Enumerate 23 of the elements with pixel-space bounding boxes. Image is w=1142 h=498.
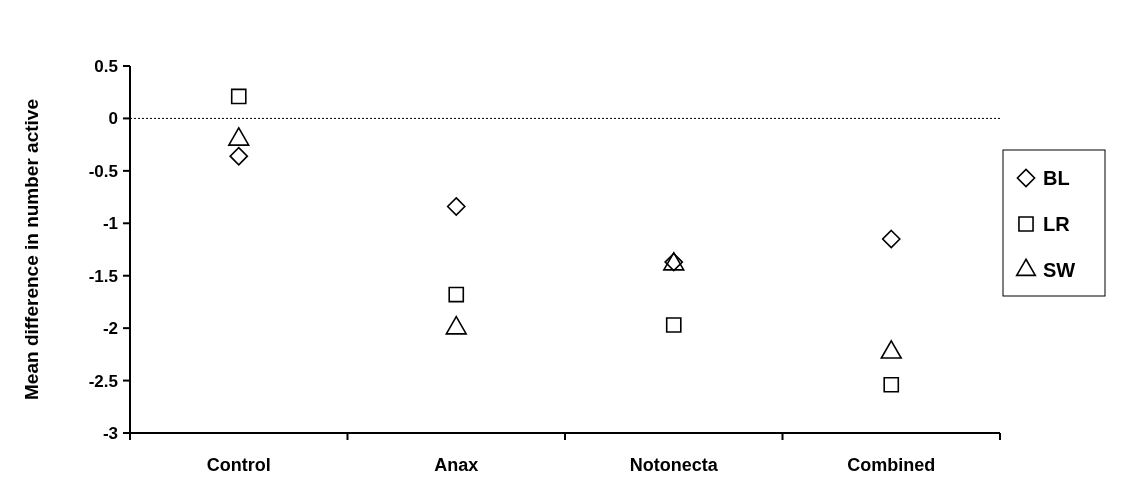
y-tick-label: -2 [102,319,118,339]
y-tick-label: -0.5 [88,161,118,181]
y-tick-label: -3 [102,423,118,443]
point [230,88,247,105]
x-tick-label: Control [206,455,271,475]
point [883,376,900,393]
y-tick-label: -1 [102,214,118,234]
point [229,146,249,166]
y-tick-label: -1.5 [88,266,118,286]
point [448,286,465,303]
legend-label: BL [1043,167,1070,189]
legend-label: SW [1043,259,1076,281]
x-tick-label: Combined [847,455,936,475]
y-tick-label: 0 [108,109,118,129]
legend-label: LR [1043,213,1071,235]
x-tick-label: Anax [434,455,479,475]
point [881,229,901,249]
y-tick-label: 0.5 [94,56,118,76]
point [446,197,466,216]
point [665,317,682,333]
y-axis-title: Mean difference in number active [21,99,42,400]
y-tick-label: -2.5 [88,371,118,391]
x-tick-label: Notonecta [629,455,719,475]
